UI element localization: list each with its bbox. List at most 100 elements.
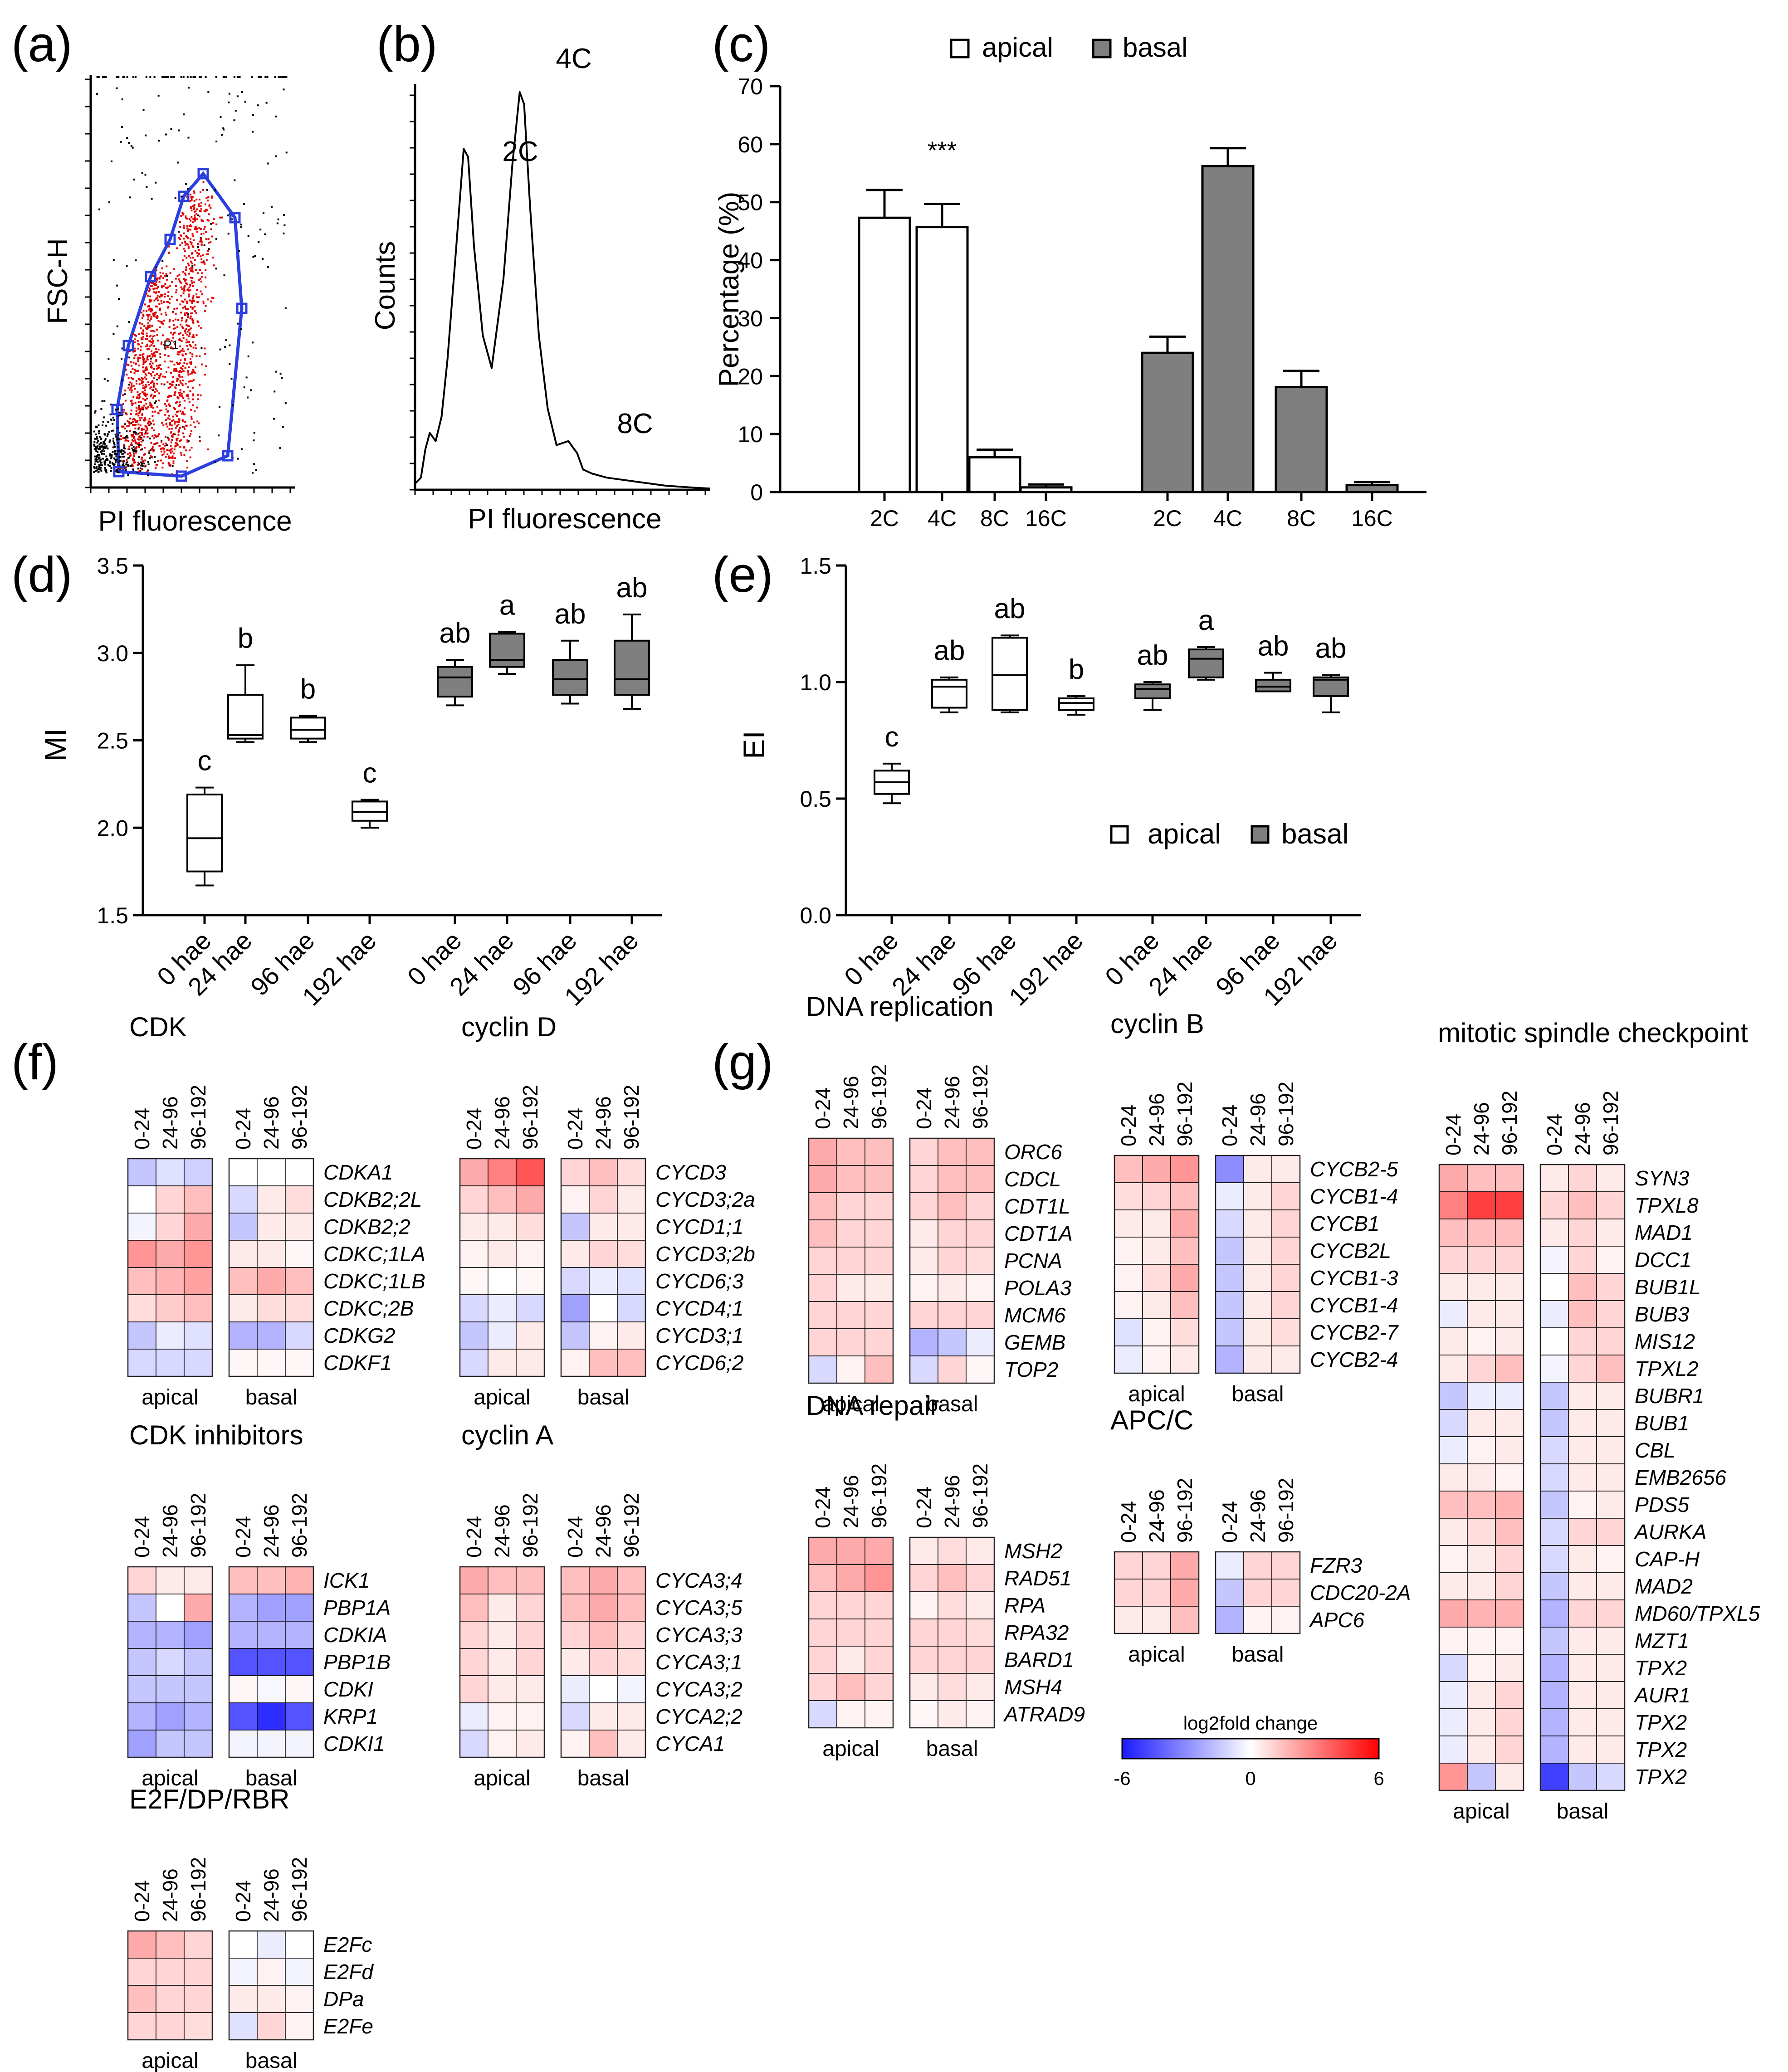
heatmap-cell <box>184 1730 213 1758</box>
heatmap-cell <box>156 1185 185 1214</box>
significance-letter: b <box>1069 654 1084 685</box>
heatmap-cell <box>1467 1300 1496 1328</box>
event-point <box>100 408 103 410</box>
gated-point <box>192 321 194 323</box>
gene-label: CYCA3;4 <box>655 1569 743 1592</box>
heatmap-cell <box>257 1321 286 1350</box>
event-point <box>128 142 130 144</box>
y-tick-label: 50 <box>738 190 763 215</box>
column-header: 96-192 <box>518 1493 542 1558</box>
heatmap-cell <box>1114 1182 1143 1210</box>
event-point <box>113 457 115 459</box>
gated-point <box>144 373 147 375</box>
gated-point <box>150 299 152 302</box>
gated-point <box>193 190 195 192</box>
event-point <box>117 438 119 440</box>
event-point <box>220 116 222 118</box>
gated-point <box>128 421 131 423</box>
heatmap-title: CDK <box>129 1012 187 1042</box>
gated-point <box>171 281 173 283</box>
gated-point <box>188 218 191 220</box>
heatmap-cell <box>1495 1763 1524 1791</box>
event-point <box>114 434 117 436</box>
event-point <box>121 453 123 455</box>
gated-point <box>192 235 195 238</box>
group-label: apical <box>142 1385 198 1409</box>
heatmap-cell <box>1243 1182 1272 1210</box>
gated-point <box>158 433 160 435</box>
gated-point <box>184 285 186 287</box>
gated-point <box>205 365 207 367</box>
gated-point <box>210 196 213 199</box>
gated-point <box>191 356 194 358</box>
gated-point <box>185 282 187 284</box>
gated-point <box>142 387 144 389</box>
heatmap-cell <box>1495 1545 1524 1573</box>
gated-point <box>197 398 200 400</box>
gene-label: BUBR1 <box>1635 1384 1704 1408</box>
gene-label: CDKA1 <box>323 1160 393 1184</box>
gated-point <box>173 363 176 366</box>
gated-point <box>186 319 188 321</box>
heatmap-cell <box>1540 1708 1569 1736</box>
gated-point <box>127 425 130 427</box>
gated-point <box>179 401 181 404</box>
gated-point <box>202 233 205 235</box>
gated-point <box>186 236 188 238</box>
heatmap-cell <box>1215 1606 1244 1634</box>
group-label: basal <box>577 1385 630 1409</box>
gated-point <box>156 463 158 466</box>
event-point <box>149 437 151 439</box>
event-point <box>260 76 262 78</box>
event-point <box>127 436 129 439</box>
column-header: 0-24 <box>130 1880 154 1922</box>
event-point <box>141 448 143 450</box>
gated-point <box>176 438 178 440</box>
heatmap-cell <box>589 1185 618 1214</box>
gated-point <box>137 414 140 417</box>
gated-point <box>179 427 181 429</box>
event-point <box>137 468 139 470</box>
gated-point <box>151 427 153 429</box>
event-point <box>102 76 104 78</box>
x-tick-label: 2C <box>1153 506 1182 531</box>
gated-point <box>180 235 182 237</box>
gated-point <box>176 400 178 403</box>
gated-point <box>171 448 173 450</box>
y-tick-label: 20 <box>738 364 763 389</box>
gated-point <box>146 366 148 368</box>
event-point <box>283 76 286 78</box>
column-header: 96-192 <box>867 1463 891 1528</box>
heatmap-cell <box>589 1321 618 1350</box>
gated-point <box>163 448 165 450</box>
gate-handle <box>236 302 248 314</box>
heatmap-cell <box>516 1702 545 1731</box>
gated-point <box>178 421 180 423</box>
gated-point <box>161 383 163 385</box>
gated-point <box>156 334 158 336</box>
heatmap-cell <box>1170 1551 1199 1580</box>
heatmap-cell <box>257 1594 286 1622</box>
gated-point <box>180 323 182 326</box>
gated-point <box>147 355 149 357</box>
gated-point <box>176 326 179 328</box>
heatmap-cell <box>1467 1382 1496 1410</box>
event-point <box>171 465 174 467</box>
gated-point <box>142 336 145 338</box>
gated-point <box>168 395 170 398</box>
gated-point <box>145 403 147 405</box>
gated-point <box>147 420 150 423</box>
heatmap-cell <box>909 1355 938 1384</box>
event-point <box>139 470 142 472</box>
gated-point <box>203 228 205 230</box>
event-point <box>215 140 218 142</box>
gated-point <box>159 320 161 322</box>
gated-point <box>168 320 171 322</box>
gated-point <box>192 404 194 406</box>
gated-point <box>134 439 136 441</box>
gated-point <box>166 278 168 281</box>
event-point <box>275 155 277 157</box>
gated-point <box>180 371 182 373</box>
gated-point <box>175 442 177 444</box>
